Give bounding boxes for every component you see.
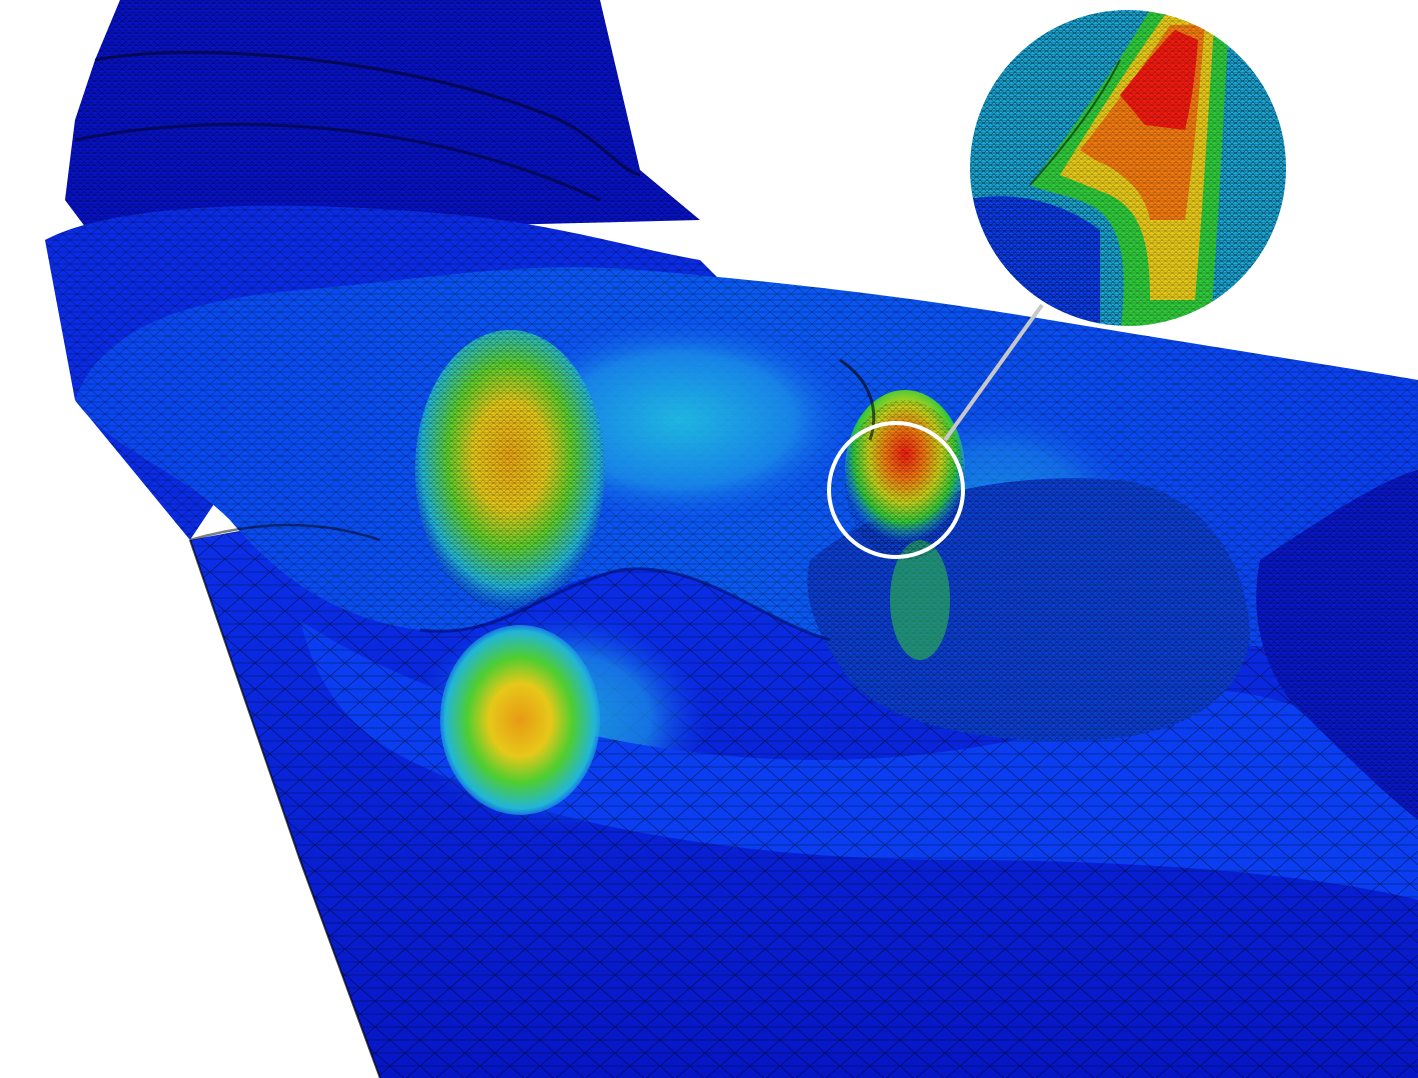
zoom-inset [968,8,1288,328]
highlight-ring [827,421,965,559]
leader-line [943,303,1044,442]
stress-hotspot-lower [440,625,600,815]
dental-arch-mesh [45,0,1418,1078]
